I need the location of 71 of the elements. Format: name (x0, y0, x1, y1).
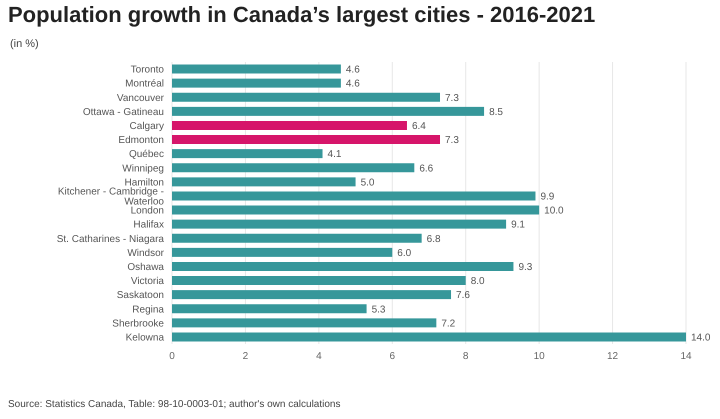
data-label: 5.3 (372, 304, 386, 316)
bar (172, 304, 367, 314)
data-label: 6.4 (412, 120, 426, 132)
y-tick-label: Hamilton (124, 177, 164, 188)
bar (172, 135, 440, 144)
bar (172, 248, 392, 257)
data-label: 5.0 (360, 177, 375, 188)
y-tick-label: Vancouver (116, 92, 165, 104)
x-tick-label: 6 (390, 351, 396, 362)
data-label: 14.0 (691, 332, 711, 344)
data-label: 6.8 (426, 234, 441, 245)
data-label: 7.2 (441, 318, 456, 330)
data-label: 8.5 (489, 106, 504, 118)
y-tick-label: Kitchener - Cambridge - Waterloo (58, 186, 164, 208)
data-label: 9.3 (518, 262, 533, 273)
data-label: 8.0 (470, 276, 486, 288)
y-tick-label: Montréal (125, 78, 164, 90)
y-tick-label: Oshawa (127, 262, 164, 273)
bar (172, 177, 356, 186)
x-tick-label: 0 (169, 351, 176, 362)
bar (172, 290, 452, 300)
y-tick-label: Windsor (127, 248, 165, 259)
data-label: 7.3 (445, 135, 460, 146)
y-tick-label: Calgary (130, 121, 164, 132)
chart-title: Population growth in Canada’s largest cities - 2016-2021 (8, 2, 596, 28)
bar (172, 206, 540, 215)
bar (172, 106, 484, 116)
text: (in %) (10, 38, 39, 50)
source-note: Source: Statistics Canada, Table: 98-10-0003-01; author's own calculations (8, 399, 340, 410)
data-label: 4.1 (328, 149, 342, 160)
y-tick-label: Québec (128, 149, 164, 160)
y-tick-label: Halifax (133, 220, 164, 231)
bar (172, 92, 440, 102)
bar (172, 318, 436, 328)
y-tick-label: Toronto (130, 64, 164, 76)
data-label: 9.9 (540, 191, 555, 202)
y-tick-label: Ottawa - Gatineau (82, 106, 164, 118)
y-tick-label: Victoria (130, 276, 164, 288)
y-tick-label: Regina (132, 304, 164, 316)
data-label: 10.0 (544, 206, 564, 217)
y-tick-label: Edmonton (118, 135, 164, 146)
bar (172, 149, 323, 158)
data-label: 7.6 (456, 290, 470, 302)
x-tick-label: 8 (462, 351, 469, 362)
x-tick-label: 10 (534, 351, 546, 362)
y-tick-label: Kelowna (126, 332, 164, 344)
x-tick-label: 2 (242, 351, 249, 362)
bar (172, 120, 407, 130)
bar (172, 276, 466, 286)
bar (172, 78, 341, 88)
data-label: 9.1 (511, 220, 526, 231)
x-tick-label: 4 (316, 351, 322, 362)
data-label: 6.6 (419, 163, 434, 174)
bar (172, 191, 536, 200)
x-tick-label: 14 (680, 351, 692, 362)
data-label: 7.3 (445, 92, 460, 104)
y-tick-label: Sherbrooke (112, 318, 164, 330)
bar (172, 332, 686, 342)
y-tick-label: St. Catharines - Niagara (56, 234, 164, 245)
y-tick-label: London (130, 206, 164, 217)
data-label: 4.6 (346, 64, 360, 76)
bar (172, 220, 506, 229)
bar (172, 262, 514, 271)
bar (172, 234, 422, 243)
y-tick-label: Winnipeg (122, 163, 164, 174)
x-tick-label: 12 (607, 351, 619, 362)
bar (172, 64, 341, 74)
bar (172, 163, 414, 172)
data-label: 6.0 (397, 248, 412, 259)
y-tick-label: Saskatoon (116, 290, 164, 302)
data-label: 4.6 (346, 78, 360, 90)
